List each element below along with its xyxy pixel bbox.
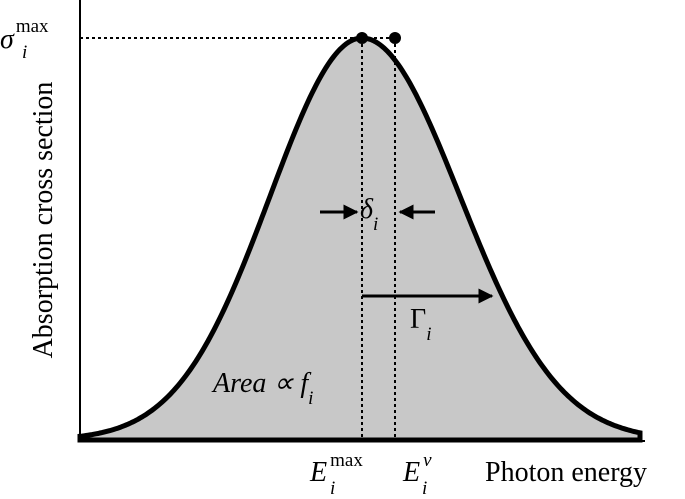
y-axis-label: Absorption cross section bbox=[28, 82, 59, 359]
arrows bbox=[320, 204, 494, 304]
peak-dot bbox=[356, 32, 368, 44]
sigma-max-label: σ max i bbox=[0, 16, 49, 63]
absorption-curve bbox=[77, 35, 643, 443]
delta-label: δi bbox=[360, 194, 378, 235]
x-axis-label: Photon energy bbox=[485, 457, 647, 488]
area-label: Area ∝ fi bbox=[211, 368, 313, 409]
gamma-label: Γi bbox=[410, 304, 431, 345]
guide-lines bbox=[80, 37, 396, 440]
vertical-dot bbox=[389, 32, 401, 44]
